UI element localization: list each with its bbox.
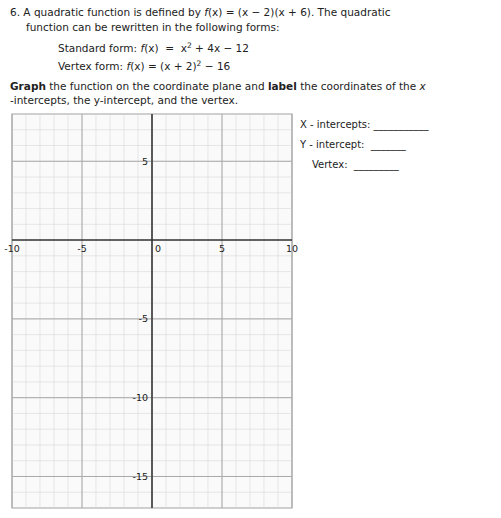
annotation-text: + 4x − 12 bbox=[192, 42, 249, 54]
annotation-text: 6. A quadratic function is defined by bbox=[10, 6, 204, 18]
annotation-text: − 16 bbox=[201, 60, 230, 72]
annotation-text: label bbox=[268, 80, 297, 92]
annotation-text: (x) = x bbox=[144, 42, 187, 54]
major-grid-line bbox=[222, 114, 223, 508]
minor-grid-line bbox=[12, 114, 13, 508]
annotation-line: -intercepts, the y-intercept, and the ve… bbox=[10, 94, 238, 106]
y-tick-label: -10 bbox=[132, 392, 148, 403]
x-tick-label: -5 bbox=[77, 243, 86, 254]
chart: 6. A quadratic function is defined by f(… bbox=[0, 0, 501, 518]
major-grid-line bbox=[12, 114, 13, 508]
annotation-line: Standard form: f(x) = x2 + 4x − 12 bbox=[58, 41, 249, 55]
minor-grid-line bbox=[26, 114, 27, 508]
minor-grid-line bbox=[110, 114, 111, 508]
y-tick-label: -15 bbox=[132, 471, 148, 482]
minor-grid-line bbox=[96, 114, 97, 508]
annotation-text: the function on the coordinate plane and bbox=[46, 80, 268, 92]
minor-grid-line bbox=[236, 114, 237, 508]
minor-grid-line bbox=[194, 114, 195, 508]
major-grid-line bbox=[152, 114, 153, 508]
minor-grid-line bbox=[138, 114, 139, 508]
minor-grid-line bbox=[180, 114, 181, 508]
annotation-line: 6. A quadratic function is defined by f(… bbox=[10, 6, 391, 18]
minor-grid-line bbox=[208, 114, 209, 508]
minor-grid-line bbox=[166, 114, 167, 508]
minor-grid-line bbox=[222, 114, 223, 508]
minor-grid-line bbox=[40, 114, 41, 508]
annotation-text: (x) = (x − 2)(x + 6). The quadratic bbox=[208, 6, 391, 18]
annotation-line: Vertex form: f(x) = (x + 2)2 − 16 bbox=[58, 59, 231, 73]
annotation-text: x bbox=[419, 80, 427, 92]
minor-grid-line bbox=[278, 114, 279, 508]
annotation-text: Standard form: bbox=[58, 42, 140, 54]
minor-grid-line bbox=[54, 114, 55, 508]
minor-grid-line bbox=[152, 114, 153, 508]
annotation-text: Vertex: _________ bbox=[312, 159, 400, 171]
minor-grid-line bbox=[264, 114, 265, 508]
minor-grid-line bbox=[250, 114, 251, 508]
y-tick-label: 5 bbox=[142, 156, 148, 167]
major-grid-line bbox=[82, 114, 83, 508]
annotation-line: Graph the function on the coordinate pla… bbox=[10, 80, 427, 92]
annotation-text: X - intercepts: ___________ bbox=[300, 119, 430, 131]
x-tick-label: -10 bbox=[4, 243, 20, 254]
y-axis bbox=[151, 114, 153, 508]
grid bbox=[12, 114, 292, 508]
minor-grid-line bbox=[124, 114, 125, 508]
annotation-line: X - intercepts: ___________ bbox=[300, 119, 430, 131]
y-tick-label: -5 bbox=[139, 313, 148, 324]
x-tick-label: 10 bbox=[286, 243, 298, 254]
annotation-text: Vertex form: bbox=[58, 60, 126, 72]
annotation-text: (x) = (x + 2) bbox=[130, 60, 196, 72]
x-tick-label: 0 bbox=[155, 243, 161, 254]
plot-area bbox=[12, 114, 292, 508]
major-grid-line bbox=[292, 114, 293, 508]
minor-grid-line bbox=[292, 114, 293, 508]
annotation-line: function can be rewritten in the followi… bbox=[26, 21, 279, 33]
minor-grid-line bbox=[82, 114, 83, 508]
minor-grid-line bbox=[68, 114, 69, 508]
x-tick-label: 5 bbox=[219, 243, 225, 254]
annotation-text: Graph bbox=[10, 80, 46, 92]
annotation-line: Vertex: _________ bbox=[312, 159, 400, 171]
annotation-text: Y - intercept: _______ bbox=[299, 139, 407, 151]
annotation-text: function can be rewritten in the followi… bbox=[26, 21, 279, 33]
annotation-text: -intercepts, the y-intercept, and the ve… bbox=[10, 94, 238, 106]
annotation-line: Y - intercept: _______ bbox=[299, 139, 407, 151]
annotation-text: the coordinates of the bbox=[297, 80, 420, 92]
